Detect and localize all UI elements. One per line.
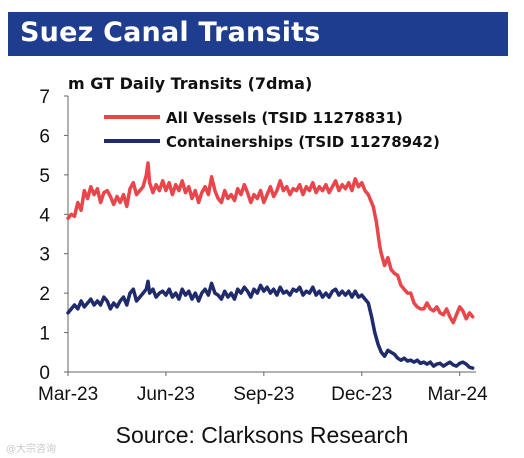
legend-label: All Vessels (TSID 11278831) (166, 109, 403, 127)
y-tick-label: 1 (39, 324, 50, 345)
y-tick-label: 0 (39, 363, 50, 384)
x-tick-label: Dec-23 (331, 384, 392, 405)
y-tick-label: 7 (39, 87, 50, 108)
y-axis: 0 1 2 3 4 5 6 7 (39, 87, 68, 384)
source-note: Source: Clarksons Research (115, 422, 409, 448)
y-tick-label: 2 (39, 284, 50, 305)
x-axis: Mar-23 Jun-23 Sep-23 Dec-23 Mar-24 (38, 372, 488, 405)
x-tick-label: Mar-24 (427, 384, 488, 405)
y-tick-label: 3 (39, 245, 50, 266)
series-line-all-vessels (66, 161, 475, 325)
title-banner: Suez Canal Transits (8, 12, 508, 56)
legend-label: Containerships (TSID 11278942) (166, 133, 440, 151)
y-tick-label: 4 (39, 205, 50, 226)
legend: All Vessels (TSID 11278831) Containership… (104, 109, 440, 151)
chart-title: Suez Canal Transits (20, 17, 321, 48)
watermark: @大宗咨询 (6, 444, 56, 455)
y-tick-label: 6 (39, 126, 50, 147)
x-tick-label: Jun-23 (137, 384, 195, 405)
y-tick-label: 5 (39, 166, 50, 187)
series-line-containerships (66, 279, 475, 370)
y-axis-label: m GT Daily Transits (7dma) (68, 74, 312, 93)
series-lines (66, 161, 475, 370)
x-tick-label: Mar-23 (38, 384, 98, 405)
x-tick-label: Sep-23 (233, 384, 294, 405)
